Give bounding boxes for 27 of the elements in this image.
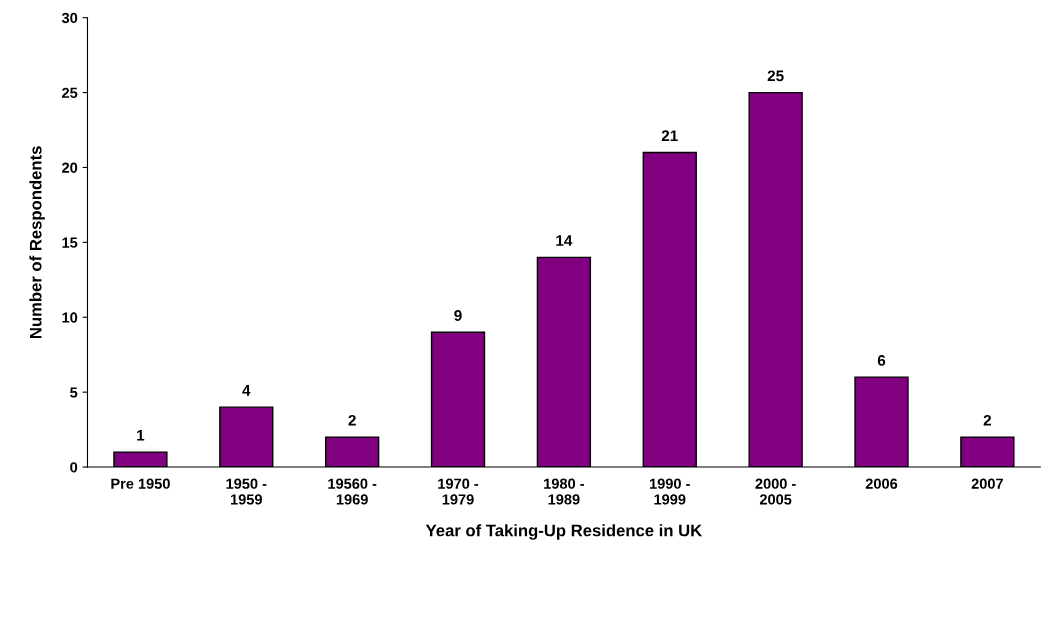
data-label: 21 bbox=[661, 130, 678, 141]
data-label: 6 bbox=[877, 355, 886, 366]
x-tick-label: 2000 - 2005 bbox=[755, 478, 796, 505]
x-tick-label: 2006 bbox=[865, 478, 898, 489]
x-tick-label: 2007 bbox=[971, 478, 1003, 489]
x-tick-label: 19560 - 1969 bbox=[328, 478, 377, 505]
data-label: 1 bbox=[137, 430, 145, 441]
x-tick-label: 1970 - 1979 bbox=[438, 478, 479, 505]
y-tick-label: 15 bbox=[62, 237, 78, 248]
y-tick-label: 20 bbox=[62, 162, 78, 173]
y-tick-label: 0 bbox=[70, 462, 78, 473]
x-tick-label: 1990 - 1999 bbox=[650, 478, 690, 505]
y-axis-title: Number of Respondents bbox=[29, 146, 45, 339]
y-tick-label: 25 bbox=[62, 87, 78, 99]
y-tick-label: 30 bbox=[61, 12, 78, 24]
y-tick-label: 10 bbox=[62, 312, 78, 323]
data-label: 2 bbox=[983, 414, 991, 426]
data-label: 25 bbox=[767, 70, 784, 82]
x-tick-label: 1980 - 1989 bbox=[544, 478, 584, 505]
x-axis-title: Year of Taking-Up Residence in UK bbox=[425, 524, 703, 540]
y-tick-label: 5 bbox=[70, 387, 78, 398]
x-tick-label: Pre 1950 bbox=[111, 478, 170, 489]
data-label: 4 bbox=[242, 385, 251, 396]
data-label: 9 bbox=[454, 310, 462, 321]
x-tick-label: 1950 - 1959 bbox=[226, 478, 267, 505]
data-label: 14 bbox=[556, 235, 573, 246]
data-label: 2 bbox=[348, 414, 356, 426]
